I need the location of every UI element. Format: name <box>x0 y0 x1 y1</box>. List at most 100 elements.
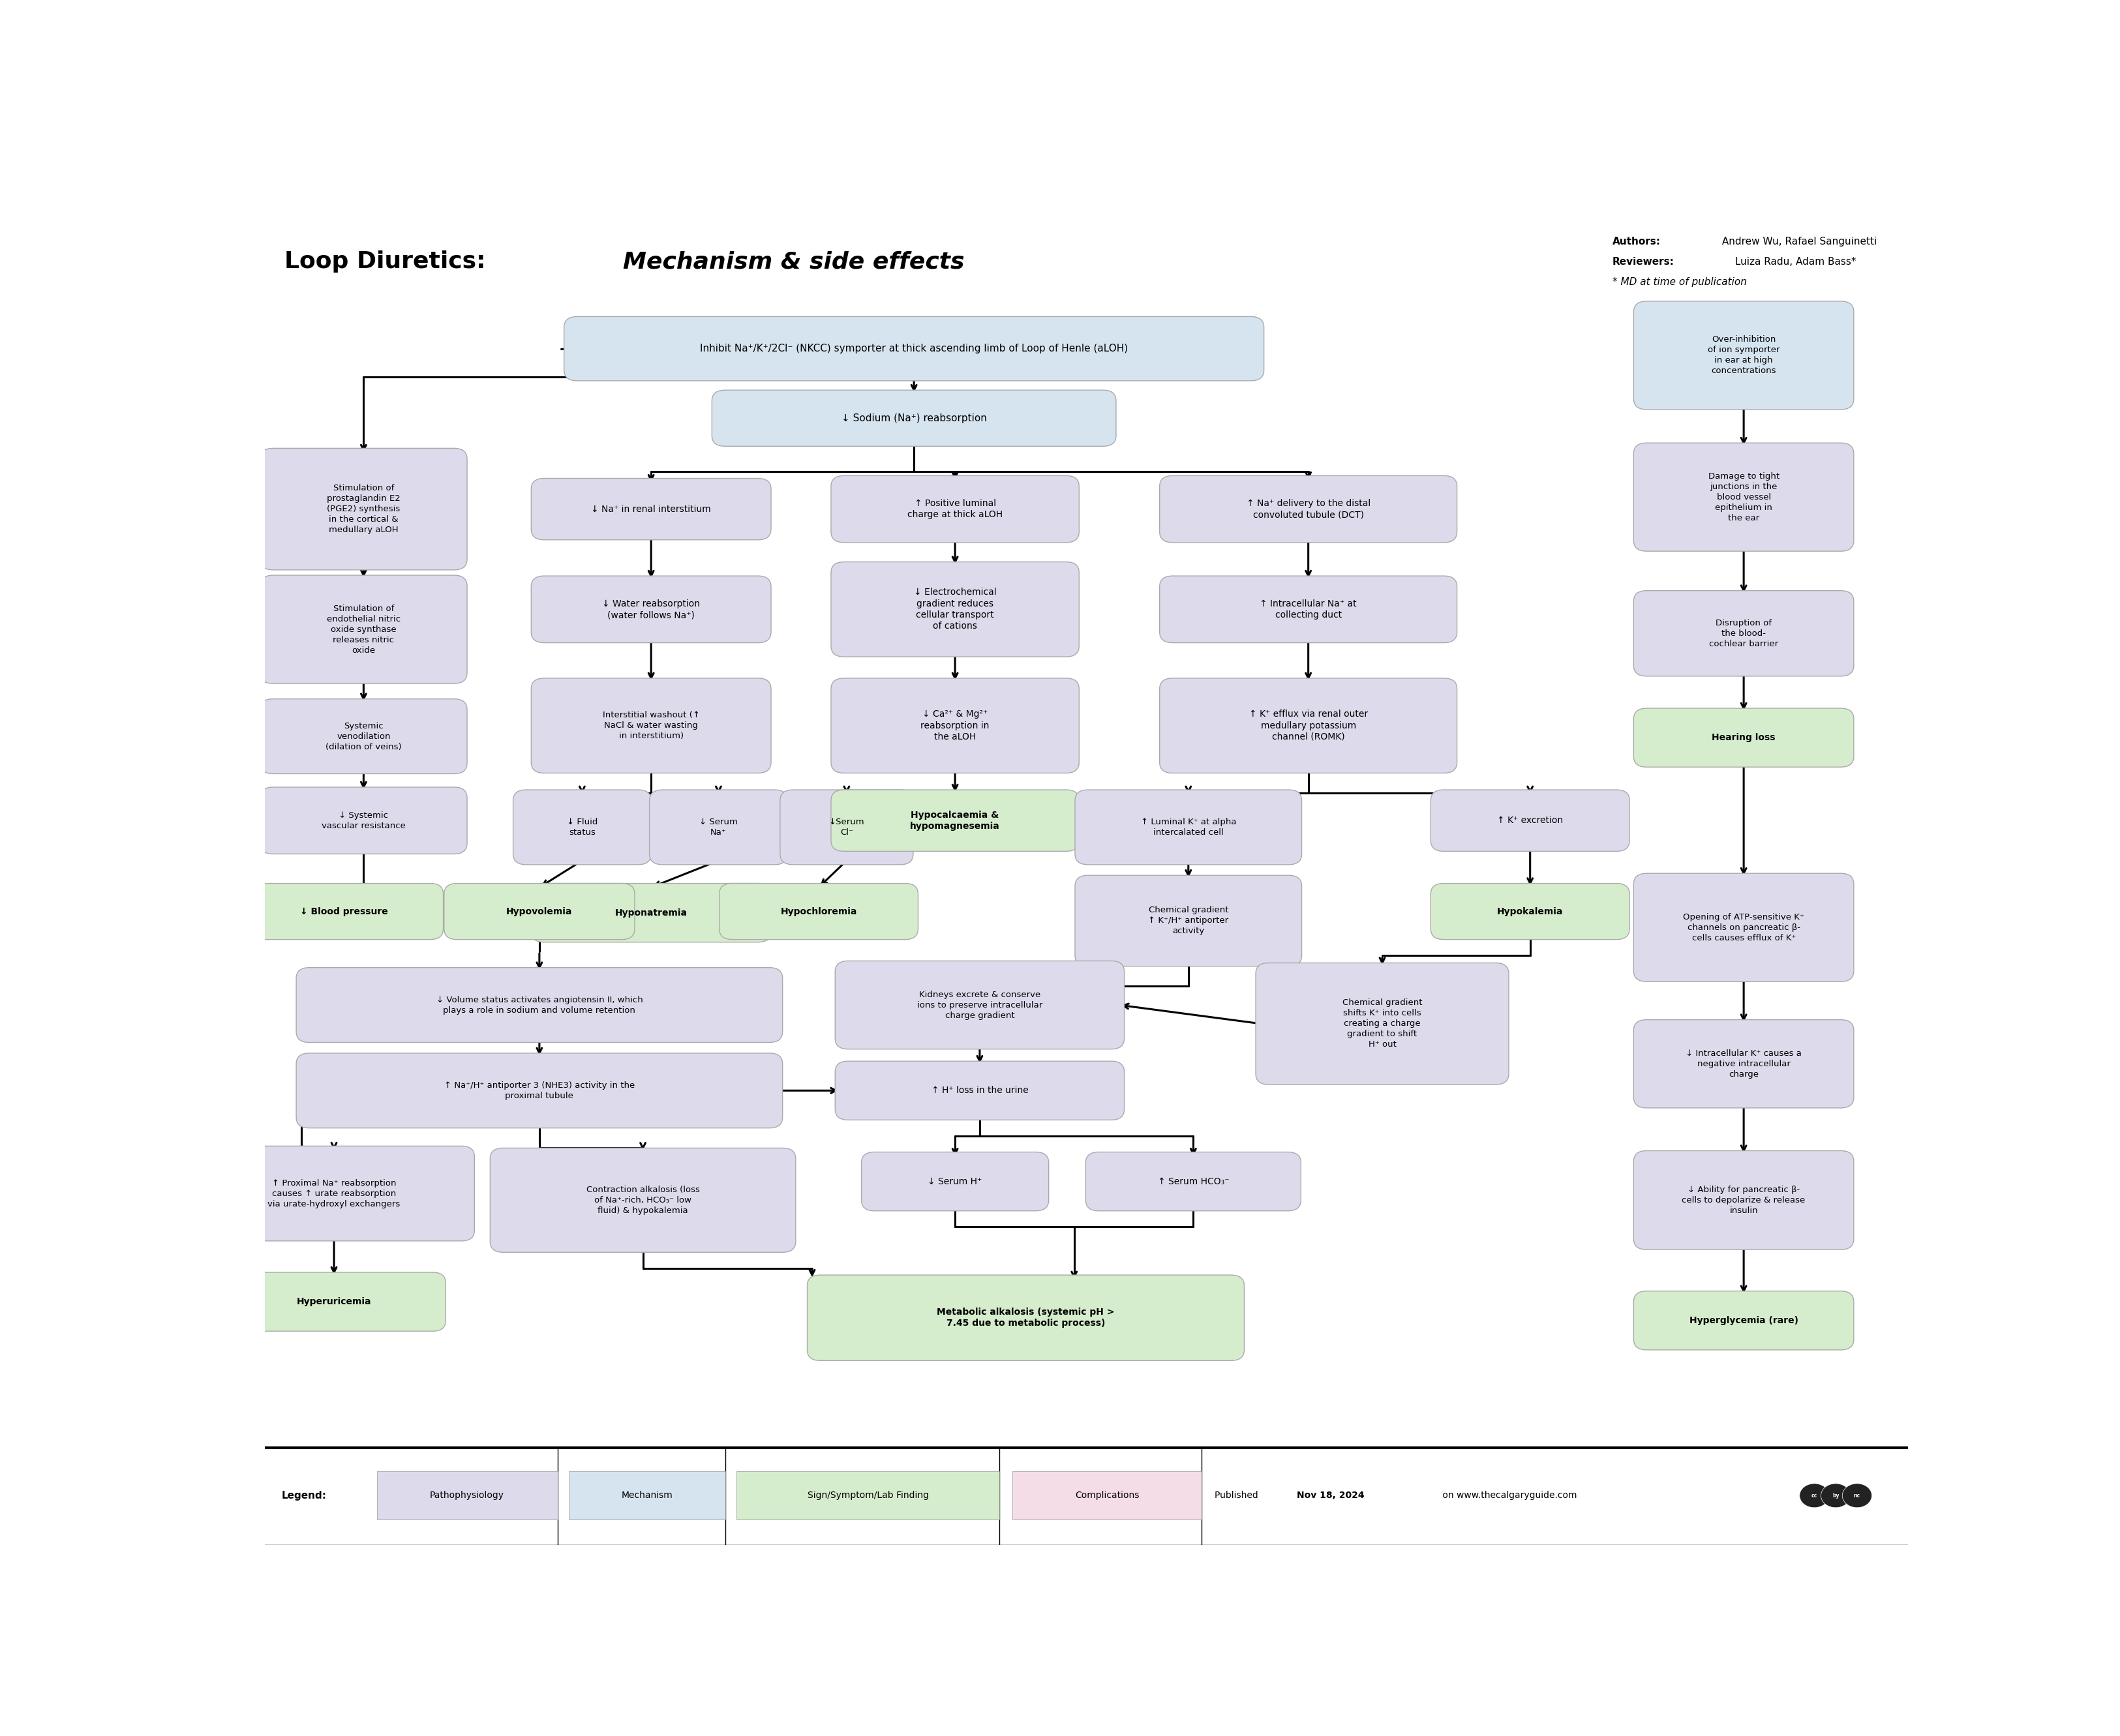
Text: ↑ K⁺ excretion: ↑ K⁺ excretion <box>1497 816 1562 825</box>
FancyBboxPatch shape <box>1431 884 1630 939</box>
Text: Disruption of
the blood-
cochlear barrier: Disruption of the blood- cochlear barrie… <box>1709 618 1779 648</box>
FancyBboxPatch shape <box>532 884 772 943</box>
Text: ↓ Volume status activates angiotensin II, which
plays a role in sodium and volum: ↓ Volume status activates angiotensin II… <box>437 995 642 1014</box>
Text: Hyperglycemia (rare): Hyperglycemia (rare) <box>1690 1316 1798 1325</box>
FancyBboxPatch shape <box>1635 1019 1853 1108</box>
Text: ↓ Systemic
vascular resistance: ↓ Systemic vascular resistance <box>322 811 405 830</box>
Text: ↓ Water reabsorption
(water follows Na⁺): ↓ Water reabsorption (water follows Na⁺) <box>602 599 700 620</box>
Text: Inhibit Na⁺/K⁺/2Cl⁻ (NKCC) symporter at thick ascending limb of Loop of Henle (a: Inhibit Na⁺/K⁺/2Cl⁻ (NKCC) symporter at … <box>700 344 1128 354</box>
Text: ↓ Serum
Na⁺: ↓ Serum Na⁺ <box>700 818 738 837</box>
Text: on www.thecalgaryguide.com: on www.thecalgaryguide.com <box>1439 1491 1577 1500</box>
Text: ↓ Electrochemical
gradient reduces
cellular transport
of cations: ↓ Electrochemical gradient reduces cellu… <box>914 589 996 630</box>
Text: Reviewers:: Reviewers: <box>1613 257 1675 267</box>
FancyBboxPatch shape <box>808 1274 1244 1361</box>
Text: Hypochloremia: Hypochloremia <box>780 906 856 917</box>
FancyBboxPatch shape <box>1431 790 1630 851</box>
FancyBboxPatch shape <box>831 679 1079 773</box>
Text: ↓ Intracellular K⁺ causes a
negative intracellular
charge: ↓ Intracellular K⁺ causes a negative int… <box>1685 1049 1802 1078</box>
Text: Mechanism: Mechanism <box>621 1491 672 1500</box>
Text: ↑ Luminal K⁺ at alpha
intercalated cell: ↑ Luminal K⁺ at alpha intercalated cell <box>1141 818 1236 837</box>
FancyBboxPatch shape <box>443 884 634 939</box>
FancyBboxPatch shape <box>1255 963 1509 1085</box>
Text: ↓ Fluid
status: ↓ Fluid status <box>566 818 598 837</box>
FancyBboxPatch shape <box>719 884 918 939</box>
Text: Systemic
venodilation
(dilation of veins): Systemic venodilation (dilation of veins… <box>326 722 401 752</box>
FancyBboxPatch shape <box>831 562 1079 656</box>
Text: Published: Published <box>1215 1491 1261 1500</box>
FancyBboxPatch shape <box>1075 790 1302 865</box>
FancyBboxPatch shape <box>193 1146 475 1241</box>
Text: ↑ H⁺ loss in the urine: ↑ H⁺ loss in the urine <box>931 1087 1028 1095</box>
Text: ↑ Intracellular Na⁺ at
collecting duct: ↑ Intracellular Na⁺ at collecting duct <box>1259 599 1357 620</box>
Text: ↓ Sodium (Na⁺) reabsorption: ↓ Sodium (Na⁺) reabsorption <box>842 413 986 424</box>
FancyBboxPatch shape <box>835 962 1124 1049</box>
Text: Loop Diuretics:: Loop Diuretics: <box>284 250 494 273</box>
FancyBboxPatch shape <box>261 448 466 569</box>
FancyBboxPatch shape <box>377 1472 558 1519</box>
Text: Metabolic alkalosis (systemic pH >
7.45 due to metabolic process): Metabolic alkalosis (systemic pH > 7.45 … <box>937 1307 1115 1328</box>
Text: Sign/Symptom/Lab Finding: Sign/Symptom/Lab Finding <box>808 1491 929 1500</box>
Text: ↑ Na⁺ delivery to the distal
convoluted tubule (DCT): ↑ Na⁺ delivery to the distal convoluted … <box>1247 498 1370 519</box>
FancyBboxPatch shape <box>1635 708 1853 767</box>
Text: ↓Serum
Cl⁻: ↓Serum Cl⁻ <box>829 818 865 837</box>
Text: Hypovolemia: Hypovolemia <box>507 906 572 917</box>
FancyBboxPatch shape <box>861 1153 1049 1212</box>
FancyBboxPatch shape <box>261 700 466 774</box>
FancyBboxPatch shape <box>564 316 1264 380</box>
Text: ↑ K⁺ efflux via renal outer
medullary potassium
channel (ROMK): ↑ K⁺ efflux via renal outer medullary po… <box>1249 710 1367 741</box>
FancyBboxPatch shape <box>831 476 1079 542</box>
Text: ↑ Na⁺/H⁺ antiporter 3 (NHE3) activity in the
proximal tubule: ↑ Na⁺/H⁺ antiporter 3 (NHE3) activity in… <box>443 1082 634 1101</box>
Text: ↓ Ca²⁺ & Mg²⁺
reabsorption in
the aLOH: ↓ Ca²⁺ & Mg²⁺ reabsorption in the aLOH <box>920 710 990 741</box>
Text: Hyponatremia: Hyponatremia <box>615 908 687 917</box>
Text: Complications: Complications <box>1075 1491 1138 1500</box>
Text: Interstitial washout (↑
NaCl & water wasting
in interstitium): Interstitial washout (↑ NaCl & water was… <box>602 712 700 740</box>
FancyBboxPatch shape <box>297 967 782 1042</box>
FancyBboxPatch shape <box>532 679 772 773</box>
Text: Nov 18, 2024: Nov 18, 2024 <box>1297 1491 1365 1500</box>
FancyBboxPatch shape <box>532 576 772 642</box>
Text: ↑ Proximal Na⁺ reabsorption
causes ↑ urate reabsorption
via urate-hydroxyl excha: ↑ Proximal Na⁺ reabsorption causes ↑ ura… <box>267 1179 401 1208</box>
Text: ↓ Serum H⁺: ↓ Serum H⁺ <box>929 1177 982 1186</box>
Text: Luiza Radu, Adam Bass*: Luiza Radu, Adam Bass* <box>1732 257 1857 267</box>
FancyBboxPatch shape <box>490 1147 795 1252</box>
FancyBboxPatch shape <box>780 790 914 865</box>
FancyBboxPatch shape <box>1085 1153 1302 1212</box>
Text: Contraction alkalosis (loss
of Na⁺-rich, HCO₃⁻ low
fluid) & hypokalemia: Contraction alkalosis (loss of Na⁺-rich,… <box>585 1186 700 1215</box>
FancyBboxPatch shape <box>736 1472 999 1519</box>
Text: ↓ Ability for pancreatic β-
cells to depolarize & release
insulin: ↓ Ability for pancreatic β- cells to dep… <box>1681 1186 1806 1215</box>
FancyBboxPatch shape <box>831 790 1079 851</box>
FancyBboxPatch shape <box>244 884 443 939</box>
FancyBboxPatch shape <box>1013 1472 1202 1519</box>
Text: Andrew Wu, Rafael Sanguinetti: Andrew Wu, Rafael Sanguinetti <box>1719 236 1876 247</box>
FancyBboxPatch shape <box>1075 875 1302 967</box>
Text: ↓ Na⁺ in renal interstitium: ↓ Na⁺ in renal interstitium <box>591 505 710 514</box>
FancyBboxPatch shape <box>513 790 651 865</box>
Text: Hypocalcaemia &
hypomagnesemia: Hypocalcaemia & hypomagnesemia <box>909 811 1001 832</box>
Circle shape <box>1821 1484 1851 1507</box>
FancyBboxPatch shape <box>1635 873 1853 981</box>
Text: Mechanism & side effects: Mechanism & side effects <box>623 250 965 273</box>
Text: cc: cc <box>1810 1493 1817 1498</box>
Text: nc: nc <box>1853 1493 1861 1498</box>
FancyBboxPatch shape <box>297 1054 782 1128</box>
FancyBboxPatch shape <box>1635 1151 1853 1250</box>
FancyBboxPatch shape <box>1160 679 1456 773</box>
FancyBboxPatch shape <box>1160 476 1456 542</box>
FancyBboxPatch shape <box>1160 576 1456 642</box>
Text: Hypokalemia: Hypokalemia <box>1497 906 1562 917</box>
Text: by: by <box>1832 1493 1840 1498</box>
FancyBboxPatch shape <box>223 1272 445 1332</box>
Text: Hearing loss: Hearing loss <box>1713 733 1777 743</box>
Text: ↑ Serum HCO₃⁻: ↑ Serum HCO₃⁻ <box>1158 1177 1230 1186</box>
Text: * MD at time of publication: * MD at time of publication <box>1613 278 1747 286</box>
FancyBboxPatch shape <box>835 1061 1124 1120</box>
Text: Damage to tight
junctions in the
blood vessel
epithelium in
the ear: Damage to tight junctions in the blood v… <box>1709 472 1779 523</box>
Circle shape <box>1842 1484 1872 1507</box>
FancyBboxPatch shape <box>261 575 466 684</box>
FancyBboxPatch shape <box>712 391 1115 446</box>
FancyBboxPatch shape <box>265 1448 1908 1545</box>
Text: ↓ Blood pressure: ↓ Blood pressure <box>299 906 388 917</box>
FancyBboxPatch shape <box>1635 443 1853 552</box>
Text: Stimulation of
prostaglandin E2
(PGE2) synthesis
in the cortical &
medullary aLO: Stimulation of prostaglandin E2 (PGE2) s… <box>326 484 401 535</box>
Text: Stimulation of
endothelial nitric
oxide synthase
releases nitric
oxide: Stimulation of endothelial nitric oxide … <box>326 604 401 654</box>
